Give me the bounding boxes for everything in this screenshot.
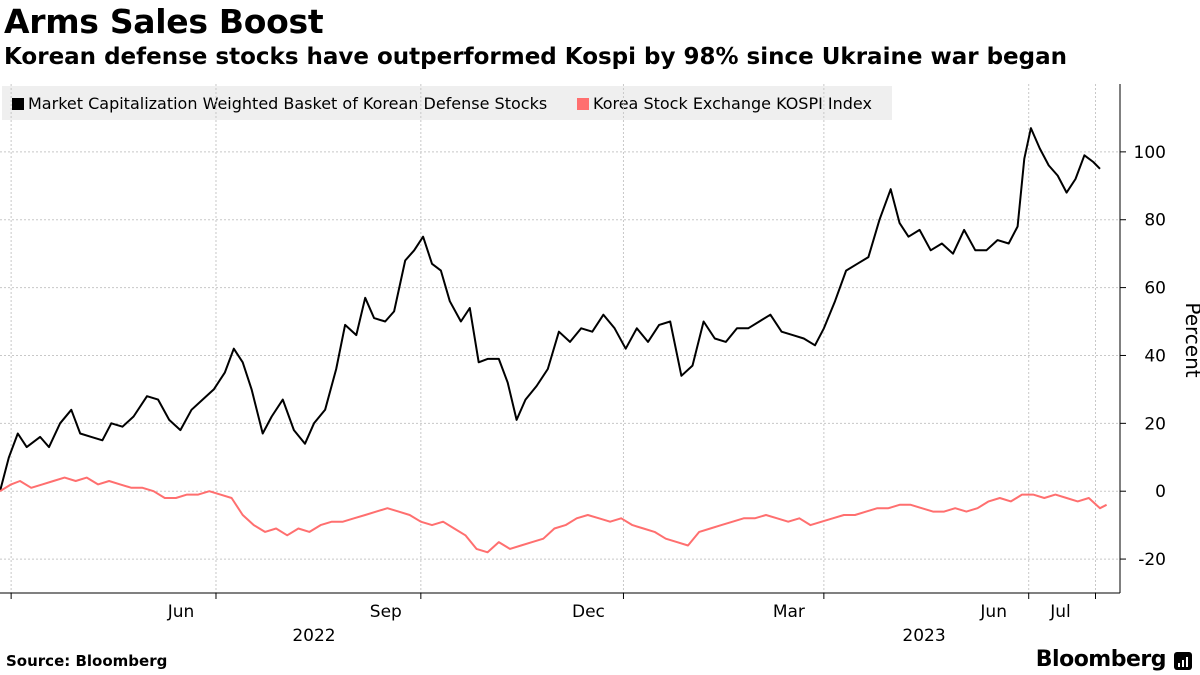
y-tick-label: 40 xyxy=(1144,346,1166,366)
chart-title: Arms Sales Boost xyxy=(4,2,324,41)
legend: Market Capitalization Weighted Basket of… xyxy=(2,86,892,120)
y-tick-label: 20 xyxy=(1144,414,1166,434)
y-tick-label: 100 xyxy=(1134,143,1166,163)
x-tick-label: Jun xyxy=(979,602,1007,622)
x-tick-label: Dec xyxy=(572,602,605,622)
x-tick-label: Sep xyxy=(370,602,402,622)
source-note: Source: Bloomberg xyxy=(6,652,168,670)
series-line-defense-basket xyxy=(0,127,1101,492)
y-axis-label: Percent xyxy=(1181,302,1200,377)
x-tick-label: Jun xyxy=(167,602,195,622)
brand-logo: Bloomberg xyxy=(1035,647,1167,672)
y-tick-label: 60 xyxy=(1144,279,1166,299)
chart-subtitle: Korean defense stocks have outperformed … xyxy=(4,44,1067,70)
year-label: 2023 xyxy=(902,626,945,646)
series-line-kospi xyxy=(0,476,1108,554)
legend-label-defense: Market Capitalization Weighted Basket of… xyxy=(28,94,548,113)
legend-swatch-defense xyxy=(12,98,24,110)
legend-item-kospi: Korea Stock Exchange KOSPI Index xyxy=(577,94,872,113)
x-tick-label: Jul xyxy=(1049,602,1071,622)
legend-item-defense: Market Capitalization Weighted Basket of… xyxy=(12,94,547,113)
x-tick-label: Mar xyxy=(773,602,805,622)
bar-chart-icon xyxy=(1174,652,1192,670)
y-tick-label: 80 xyxy=(1144,211,1166,231)
y-tick-label: 0 xyxy=(1155,482,1166,502)
legend-swatch-kospi xyxy=(577,98,589,110)
legend-label-kospi: Korea Stock Exchange KOSPI Index xyxy=(593,94,872,113)
y-tick-label: -20 xyxy=(1138,550,1166,570)
year-label: 2022 xyxy=(292,626,335,646)
